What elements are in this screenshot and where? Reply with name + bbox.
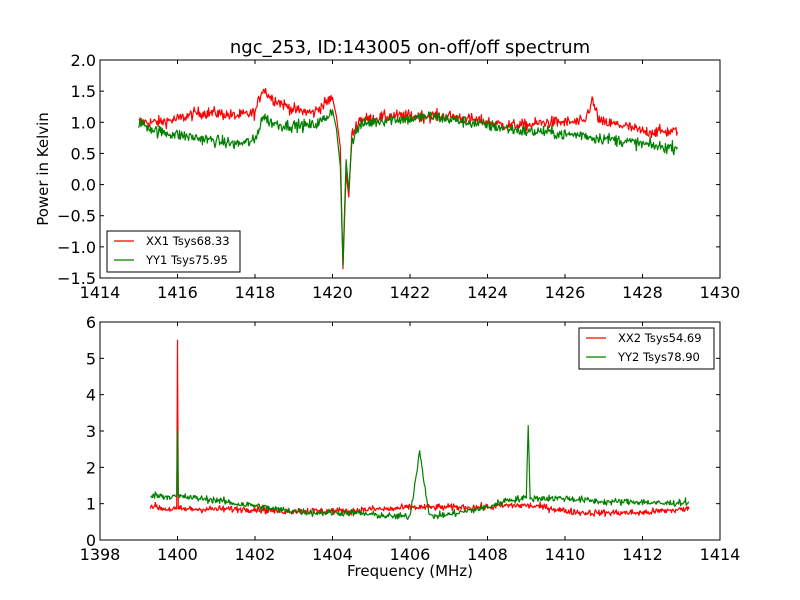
bottom-xtick-label: 1408 [467,545,508,564]
bottom-panel: 1398 1400 1402 1404 1406 1408 1410 1412 1414 0 1 2 3… [80,313,741,580]
bottom-legend-box [578,327,715,370]
bottom-xtick-label: 1398 [80,545,121,564]
bottom-x-axis-label: Frequency (MHz) [347,562,473,580]
bottom-xtick-label: 1410 [545,545,586,564]
top-xtick-label: 1428 [622,283,663,302]
bottom-series-line-yy2 [150,425,690,520]
top-panel: 1414 1416 1418 1420 1422 1424 1426 1428 1430 −1.5… [34,51,740,302]
bottom-xtick-label: 1402 [235,545,276,564]
bottom-ytick-label: 6 [86,313,96,332]
top-ytick-label: 2.0 [71,51,96,70]
top-xtick-label: 1416 [157,283,198,302]
top-xtick-label: 1424 [467,283,508,302]
top-legend: XX1 Tsys68.33 YY1 Tsys75.95 [106,230,241,273]
top-ytick-label: −0.5 [57,207,96,226]
top-series-line-xx1 [138,87,678,270]
bottom-ytick-label: 4 [86,386,96,405]
bottom-series-group [149,339,690,520]
bottom-ytick-label: 0 [86,531,96,550]
bottom-series-line-xx2 [149,339,690,518]
top-ticks-group: 1414 1416 1418 1420 1422 1424 1426 1428 1430 −1.5… [57,51,740,302]
bottom-ytick-label: 3 [86,422,96,441]
top-ytick-label: 0.5 [71,144,96,163]
top-ytick-label: 1.5 [71,82,96,101]
top-y-axis-label: Power in Kelvin [34,112,52,226]
top-xtick-label: 1430 [700,283,741,302]
top-series-group [138,87,678,270]
legend-label-xx1: XX1 Tsys68.33 [146,234,230,248]
legend-label-yy1: YY1 Tsys75.95 [145,253,228,267]
legend-label-yy2: YY2 Tsys78.90 [617,350,700,364]
top-xtick-label: 1422 [390,283,431,302]
bottom-ticks-group: 1398 1400 1402 1404 1406 1408 1410 1412 1414 0 1 2 3… [80,313,741,564]
bottom-legend: XX2 Tsys54.69 YY2 Tsys78.90 [578,327,715,370]
bottom-ytick-label: 5 [86,349,96,368]
chart-title: ngc_253, ID:143005 on-off/off spectrum [230,37,590,58]
bottom-xtick-label: 1400 [157,545,198,564]
top-xtick-label: 1420 [312,283,353,302]
legend-label-xx2: XX2 Tsys54.69 [618,331,702,345]
top-ytick-label: 1.0 [71,113,96,132]
bottom-xtick-label: 1412 [622,545,663,564]
bottom-xtick-label: 1404 [312,545,353,564]
top-legend-box [106,230,241,273]
top-ytick-label: 0.0 [71,176,96,195]
top-ytick-label: −1.0 [57,238,96,257]
top-xtick-label: 1418 [235,283,276,302]
bottom-ytick-label: 2 [86,458,96,477]
bottom-ytick-label: 1 [86,495,96,514]
top-series-line-yy1 [138,108,678,267]
top-xtick-label: 1426 [545,283,586,302]
bottom-xtick-label: 1406 [390,545,431,564]
bottom-xtick-label: 1414 [700,545,741,564]
top-xtick-label: 1414 [80,283,121,302]
top-ytick-label: −1.5 [57,269,96,288]
